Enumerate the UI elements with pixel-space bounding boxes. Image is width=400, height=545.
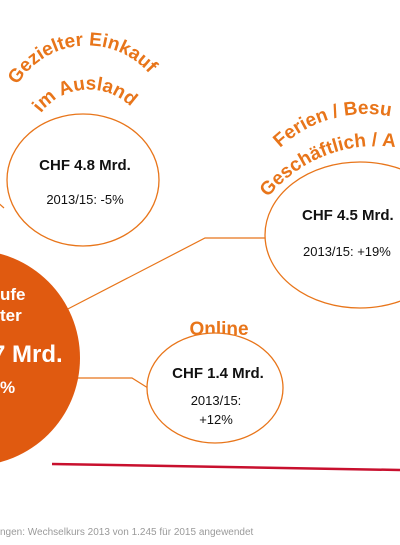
ausland-bubble — [6, 113, 160, 247]
ferien-amount: CHF 4.5 Mrd. — [302, 207, 394, 224]
central-amount: 7 Mrd. — [0, 341, 63, 368]
ausland-title-line2: im Ausland — [29, 73, 141, 116]
online-change-line2: +12% — [199, 412, 233, 427]
online-change-line1: 2013/15: — [191, 393, 242, 408]
connector-line-online — [66, 377, 149, 389]
connector-line-ferien — [61, 237, 265, 313]
red-divider-line — [51, 462, 400, 472]
central-label-line2: ter — [0, 306, 22, 325]
ferien-change: 2013/15: +19% — [303, 244, 391, 259]
ausland-change: 2013/15: -5% — [46, 192, 124, 207]
ferien-bubble — [264, 161, 400, 309]
ausland-amount: CHF 4.8 Mrd. — [39, 157, 131, 174]
central-label-line1: ufe — [0, 285, 26, 304]
connector-line-ausland — [0, 203, 5, 209]
central-percent: % — [0, 378, 15, 397]
footnote: ngen: Wechselkurs 2013 von 1.245 für 201… — [0, 527, 254, 538]
online-bubble — [146, 332, 284, 444]
online-amount: CHF 1.4 Mrd. — [172, 365, 264, 382]
central-circle — [0, 253, 80, 463]
